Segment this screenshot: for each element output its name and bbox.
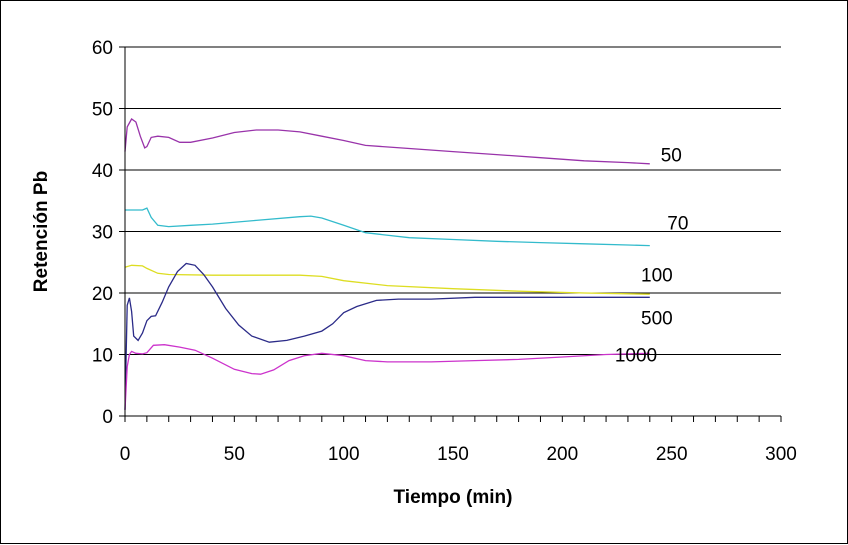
series-line-50 [124, 118, 650, 165]
series-label-70: 70 [667, 213, 688, 234]
series-labels: 50 70 100 500 1000 [615, 146, 689, 367]
x-tick-label-300: 300 [765, 444, 797, 465]
y-tick-label-50: 50 [92, 100, 113, 121]
y-tick-label-30: 30 [92, 223, 113, 244]
y-tick-label-60: 60 [92, 38, 113, 59]
x-axis-title: Tiempo (min) [394, 487, 513, 508]
x-tick-label-0: 0 [120, 444, 131, 465]
y-tick-label-20: 20 [92, 284, 113, 305]
series-line-500 [124, 262, 650, 410]
axes [119, 46, 782, 422]
y-tick-label-40: 40 [92, 161, 113, 182]
series-line-100 [124, 264, 650, 295]
series-label-500: 500 [641, 309, 673, 330]
tick-labels: 0 10 20 30 40 50 60 0 50 100 150 200 250 300 [92, 38, 797, 465]
gridlines [125, 46, 781, 355]
x-tick-label-250: 250 [656, 444, 688, 465]
series-label-50: 50 [661, 146, 682, 167]
series-line-70 [125, 207, 650, 247]
x-tick-label-200: 200 [546, 444, 578, 465]
series-lines [124, 118, 650, 410]
x-tick-label-50: 50 [224, 444, 245, 465]
x-tick-label-100: 100 [328, 444, 360, 465]
series-label-100: 100 [641, 266, 673, 287]
series-line-1000 [124, 344, 650, 410]
x-tick-label-150: 150 [437, 444, 469, 465]
series-label-1000: 1000 [615, 346, 657, 367]
y-tick-label-0: 0 [102, 407, 113, 428]
y-axis-title: Retención Pb [31, 171, 52, 292]
y-tick-label-10: 10 [92, 346, 113, 367]
